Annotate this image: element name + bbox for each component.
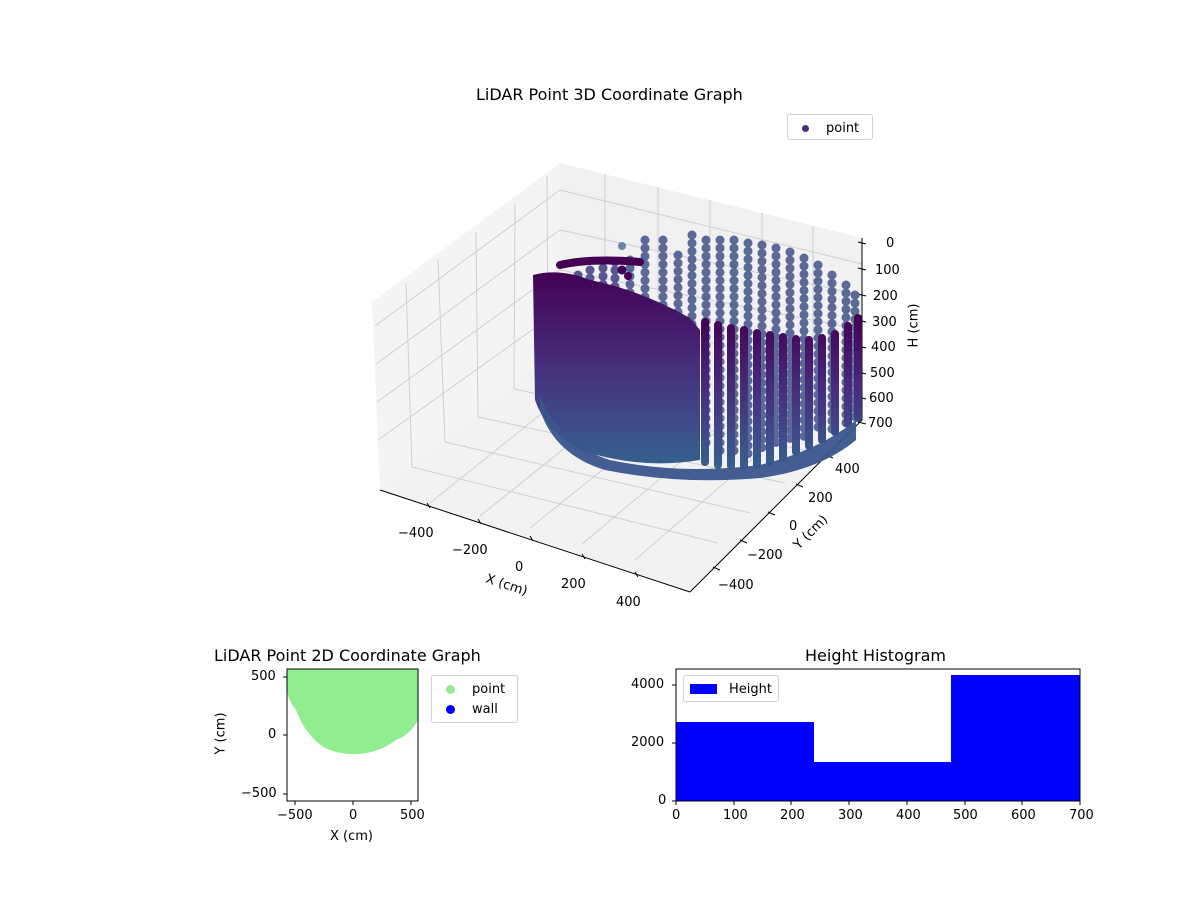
x-tick: 400 (616, 595, 641, 610)
legend-label: point (472, 681, 506, 697)
x-tick: 0 (349, 808, 358, 823)
z-axis-label: H (cm) (906, 303, 922, 348)
y-tick: 200 (808, 491, 833, 506)
x-tick: 600 (1011, 808, 1036, 823)
chart-2d-title: LiDAR Point 2D Coordinate Graph (214, 646, 481, 665)
x-tick: 200 (780, 808, 805, 823)
y-tick: 0 (658, 793, 667, 808)
x-tick: 0 (515, 560, 524, 575)
z-tick: 700 (868, 416, 893, 431)
x-tick: 700 (1069, 808, 1094, 823)
legend-histogram: Height (683, 675, 779, 702)
z-tick: 600 (869, 391, 894, 406)
legend-marker-icon (446, 704, 455, 714)
z-tick: 300 (872, 315, 897, 330)
y-tick: 0 (789, 519, 798, 534)
y-tick: −200 (747, 548, 783, 563)
z-tick: 200 (873, 289, 898, 304)
point-cloud-front (533, 256, 862, 481)
x-tick: 500 (400, 808, 425, 823)
x-tick: −200 (452, 543, 488, 558)
legend-label: wall (472, 701, 498, 717)
chart-3d-title: LiDAR Point 3D Coordinate Graph (476, 85, 743, 104)
x-tick: 400 (896, 808, 921, 823)
legend-label: point (826, 120, 860, 136)
y-tick: 400 (835, 462, 860, 477)
y-tick: 0 (268, 727, 277, 742)
x-tick: −500 (277, 808, 313, 823)
y-tick: 4000 (631, 677, 665, 692)
x-tick: 0 (672, 808, 681, 823)
z-tick: 100 (875, 263, 900, 278)
legend-2d: point wall (431, 675, 518, 723)
x-tick: 300 (838, 808, 863, 823)
y-tick: −500 (241, 786, 277, 801)
legend-3d: point (787, 114, 873, 140)
x-tick: 500 (953, 808, 978, 823)
z-tick: 0 (886, 236, 895, 251)
y-axis-label: Y (cm) (213, 712, 229, 755)
y-tick: −400 (718, 578, 754, 593)
y-tick: 500 (251, 669, 276, 684)
legend-label: Height (729, 681, 772, 697)
legend-swatch-icon (690, 684, 718, 694)
x-tick: 200 (561, 577, 586, 592)
x-axis-label: X (cm) (330, 829, 373, 844)
histogram-title: Height Histogram (805, 646, 946, 665)
legend-marker-icon (446, 684, 455, 694)
y-tick: 2000 (631, 735, 665, 750)
x-tick: 100 (723, 808, 748, 823)
z-tick: 500 (870, 366, 895, 381)
x-tick: −400 (398, 526, 434, 541)
z-tick: 400 (871, 340, 896, 355)
legend-marker-icon (802, 124, 809, 132)
